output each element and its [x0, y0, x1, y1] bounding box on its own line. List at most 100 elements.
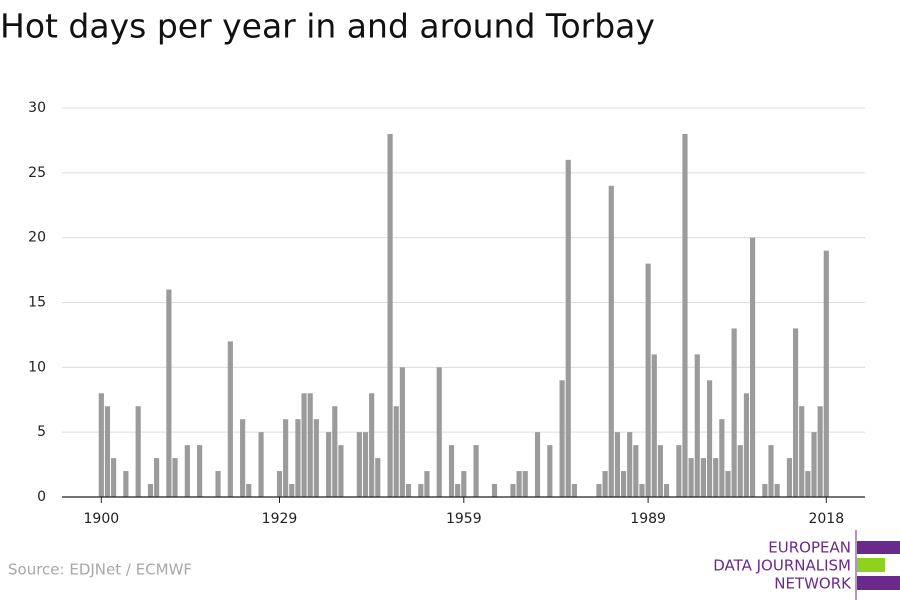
bar — [491, 484, 498, 497]
bar — [823, 250, 829, 497]
bar — [768, 445, 774, 497]
bar — [516, 471, 522, 497]
bar — [663, 484, 670, 497]
logo-bar — [857, 541, 900, 554]
bar — [737, 445, 743, 497]
bar — [166, 289, 172, 497]
bar — [774, 484, 780, 497]
bar — [713, 458, 719, 497]
bar — [227, 341, 233, 497]
bar — [246, 484, 252, 497]
bar — [571, 484, 577, 497]
y-tick-label: 5 — [37, 424, 46, 440]
bar — [534, 432, 541, 497]
bar — [473, 445, 479, 497]
bar — [111, 458, 117, 497]
bar — [313, 419, 319, 497]
bar — [700, 458, 706, 497]
bar — [301, 393, 307, 497]
y-tick-label: 30 — [28, 100, 46, 116]
y-tick-label: 25 — [28, 165, 46, 181]
logo-bar — [857, 558, 885, 572]
bar — [608, 185, 614, 498]
bar — [455, 484, 461, 497]
y-tick-label: 0 — [37, 489, 46, 505]
logo-text: NETWORK — [774, 575, 852, 593]
bar — [424, 471, 430, 497]
bar — [393, 406, 399, 497]
logo-text: DATA JOURNALISM — [713, 557, 851, 575]
y-tick-label: 15 — [28, 295, 46, 311]
bar — [399, 367, 405, 497]
bar — [731, 328, 737, 497]
bar — [98, 393, 104, 497]
bar — [362, 432, 369, 497]
bar — [356, 432, 362, 497]
bar — [620, 471, 627, 497]
bar — [510, 484, 516, 497]
bar — [289, 484, 295, 497]
bar — [694, 354, 700, 497]
bar — [743, 393, 750, 497]
x-tick-label: 1900 — [84, 511, 120, 527]
bar — [614, 432, 620, 497]
x-tick-label: 1989 — [630, 511, 666, 527]
bar — [172, 458, 178, 497]
bar — [786, 458, 793, 497]
bar — [657, 445, 663, 497]
bar — [547, 445, 553, 497]
bar — [639, 484, 645, 497]
logo-text: EUROPEAN — [768, 539, 851, 557]
bar — [602, 471, 608, 497]
bar — [436, 367, 442, 497]
bar — [749, 237, 756, 497]
bar — [596, 484, 602, 497]
bar — [805, 471, 811, 497]
bar — [338, 445, 344, 497]
bar — [448, 445, 455, 497]
bar — [817, 406, 823, 497]
y-tick-label: 20 — [28, 230, 46, 246]
logo-bar — [857, 576, 900, 590]
bar — [295, 419, 301, 497]
bar — [123, 471, 129, 497]
bar — [154, 458, 160, 497]
x-tick-label: 2018 — [808, 511, 844, 527]
bar — [762, 484, 768, 497]
bar — [283, 419, 289, 497]
bar — [811, 432, 817, 497]
y-tick-label: 10 — [28, 359, 46, 375]
bar — [375, 458, 381, 497]
bar — [676, 445, 682, 497]
bar — [326, 432, 332, 497]
bar — [387, 133, 393, 497]
bar — [461, 471, 467, 497]
bar — [682, 133, 688, 497]
bar — [522, 471, 528, 497]
bar — [799, 406, 805, 497]
bar — [633, 445, 639, 497]
bar — [135, 406, 141, 497]
bar — [706, 380, 713, 497]
bar — [104, 406, 111, 497]
x-tick-label: 1929 — [262, 511, 298, 527]
bar — [559, 380, 565, 497]
bar — [792, 328, 799, 497]
bar — [276, 471, 283, 497]
bar — [258, 432, 264, 497]
bar — [645, 263, 651, 497]
bar — [332, 406, 338, 497]
bar — [197, 445, 203, 497]
bar — [405, 484, 412, 497]
bar — [215, 471, 221, 497]
chart-title: Hot days per year in and around Torbay — [0, 7, 655, 46]
bar — [565, 159, 571, 497]
bar — [418, 484, 424, 497]
bar — [240, 419, 246, 497]
bar — [307, 393, 313, 497]
bar — [369, 393, 375, 497]
bar — [627, 432, 633, 497]
bar — [719, 419, 725, 497]
bar — [147, 484, 154, 497]
